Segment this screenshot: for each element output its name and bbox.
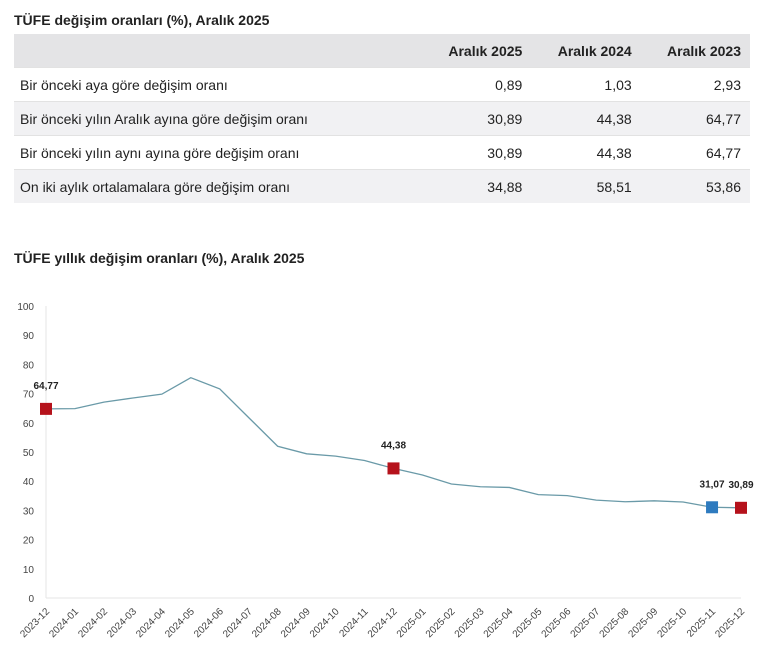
header-aralik-2023: Aralık 2023 — [640, 34, 750, 68]
y-tick-label: 50 — [23, 448, 35, 459]
y-tick-label: 40 — [23, 477, 35, 488]
header-label — [14, 34, 422, 68]
table-row: Bir önceki yılın aynı ayına göre değişim… — [14, 135, 750, 170]
x-tick-label: 2024-08 — [250, 606, 284, 640]
cell: 34,88 — [422, 169, 532, 203]
data-label: 44,38 — [381, 440, 406, 451]
header-aralik-2025: Aralık 2025 — [422, 34, 532, 68]
x-tick-label: 2024-01 — [47, 606, 81, 640]
cell: 2,93 — [640, 67, 750, 102]
x-tick-label: 2025-11 — [685, 606, 719, 640]
y-tick-label: 10 — [23, 565, 35, 576]
x-tick-label: 2024-09 — [279, 606, 313, 640]
x-tick-label: 2025-03 — [453, 606, 487, 640]
row-label: Bir önceki aya göre değişim oranı — [14, 67, 422, 102]
data-label: 64,77 — [33, 381, 58, 392]
table-row: Bir önceki yılın Aralık ayına göre değiş… — [14, 101, 750, 136]
y-tick-label: 30 — [23, 506, 35, 517]
cell: 53,86 — [640, 169, 750, 203]
x-tick-label: 2025-04 — [482, 606, 516, 640]
y-tick-label: 60 — [23, 419, 35, 430]
x-tick-label: 2024-10 — [308, 606, 342, 640]
cpi-table: Aralık 2025 Aralık 2024 Aralık 2023 Bir … — [14, 34, 750, 203]
x-tick-label: 2025-09 — [627, 606, 661, 640]
cell: 1,03 — [531, 67, 641, 102]
cell: 0,89 — [422, 67, 532, 102]
table-row: On iki aylık ortalamalara göre değişim o… — [14, 169, 750, 203]
x-tick-label: 2024-05 — [163, 606, 197, 640]
cell: 30,89 — [422, 101, 532, 136]
data-point-marker — [387, 462, 400, 475]
x-tick-label: 2024-07 — [221, 606, 255, 640]
header-aralik-2024: Aralık 2024 — [531, 34, 641, 68]
x-tick-label: 2024-03 — [105, 606, 139, 640]
table-title: TÜFE değişim oranları (%), Aralık 2025 — [14, 12, 270, 28]
table-header-row: Aralık 2025 Aralık 2024 Aralık 2023 — [14, 34, 750, 68]
cell: 64,77 — [640, 135, 750, 170]
y-tick-label: 70 — [23, 390, 35, 401]
x-tick-label: 2025-10 — [655, 606, 689, 640]
row-label: On iki aylık ortalamalara göre değişim o… — [14, 169, 422, 203]
data-point-marker — [735, 501, 747, 514]
row-label: Bir önceki yılın aynı ayına göre değişim… — [14, 135, 422, 170]
x-tick-label: 2023-12 — [18, 606, 52, 640]
x-tick-label: 2025-06 — [540, 606, 574, 640]
data-point-marker — [706, 501, 719, 514]
x-tick-label: 2024-02 — [76, 606, 110, 640]
chart-title: TÜFE yıllık değişim oranları (%), Aralık… — [14, 250, 305, 266]
table-row: Bir önceki aya göre değişim oranı 0,89 1,0… — [14, 67, 750, 102]
cell: 64,77 — [640, 101, 750, 136]
x-tick-label: 2024-12 — [366, 606, 400, 640]
x-tick-label: 2025-05 — [511, 606, 545, 640]
cell: 30,89 — [422, 135, 532, 170]
y-tick-label: 20 — [23, 536, 35, 547]
x-tick-label: 2025-08 — [598, 606, 632, 640]
data-label: 30,89 — [728, 480, 753, 491]
cell: 44,38 — [531, 135, 641, 170]
x-tick-label: 2025-07 — [569, 606, 603, 640]
x-tick-label: 2025-02 — [424, 606, 458, 640]
y-tick-label: 80 — [23, 360, 35, 371]
y-tick-label: 90 — [23, 331, 35, 342]
x-tick-label: 2024-04 — [134, 606, 168, 640]
data-point-marker — [40, 402, 52, 415]
y-tick-label: 100 — [17, 302, 34, 313]
x-tick-label: 2025-01 — [395, 606, 429, 640]
y-tick-label: 0 — [28, 594, 34, 605]
row-label: Bir önceki yılın Aralık ayına göre değiş… — [14, 101, 422, 136]
x-tick-label: 2024-11 — [337, 606, 371, 640]
x-tick-label: 2024-06 — [192, 606, 226, 640]
line-chart: 01020304050607080901002023-122024-012024… — [17, 302, 754, 640]
data-label: 31,07 — [700, 479, 725, 490]
x-tick-label: 2025-12 — [713, 606, 747, 640]
cell: 58,51 — [531, 169, 641, 203]
cell: 44,38 — [531, 101, 641, 136]
